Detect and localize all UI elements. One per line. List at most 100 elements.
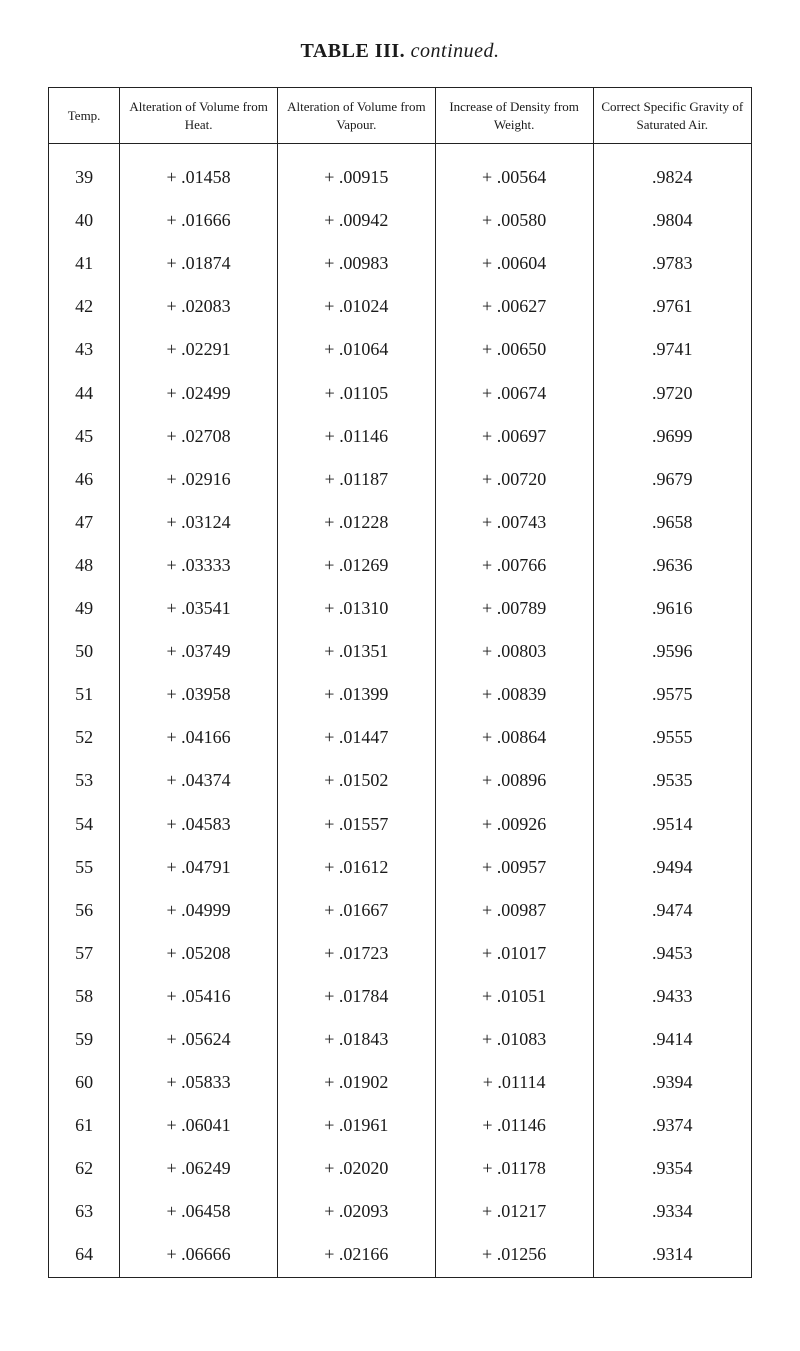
- cell-heat: + .06249: [120, 1147, 278, 1190]
- cell-vapour: + .01269: [277, 544, 435, 587]
- cell-heat: + .01458: [120, 144, 278, 200]
- cell-heat: + .06041: [120, 1104, 278, 1147]
- cell-vapour: + .01399: [277, 673, 435, 716]
- cell-density: + .00896: [435, 759, 593, 802]
- cell-density: + .00697: [435, 415, 593, 458]
- cell-heat: + .04583: [120, 803, 278, 846]
- cell-temp: 49: [49, 587, 120, 630]
- cell-temp: 45: [49, 415, 120, 458]
- cell-vapour: + .01557: [277, 803, 435, 846]
- cell-density: + .00957: [435, 846, 593, 889]
- cell-vapour: + .01961: [277, 1104, 435, 1147]
- cell-heat: + .04166: [120, 716, 278, 759]
- cell-heat: + .03749: [120, 630, 278, 673]
- table-row: 50+ .03749+ .01351+ .00803.9596: [49, 630, 752, 673]
- table-row: 40+ .01666+ .00942+ .00580.9804: [49, 199, 752, 242]
- cell-temp: 55: [49, 846, 120, 889]
- title-prefix: TABLE III.: [300, 40, 405, 62]
- cell-heat: + .02916: [120, 458, 278, 501]
- cell-density: + .00564: [435, 144, 593, 200]
- cell-temp: 57: [49, 932, 120, 975]
- header-heat: Alteration of Volume from Heat.: [120, 88, 278, 144]
- table-row: 54+ .04583+ .01557+ .00926.9514: [49, 803, 752, 846]
- table-row: 57+ .05208+ .01723+ .01017.9453: [49, 932, 752, 975]
- cell-heat: + .01666: [120, 199, 278, 242]
- cell-heat: + .03124: [120, 501, 278, 544]
- cell-vapour: + .01064: [277, 328, 435, 371]
- cell-gravity: .9494: [593, 846, 751, 889]
- table-title: TABLE III. continued.: [48, 40, 752, 63]
- cell-heat: + .05208: [120, 932, 278, 975]
- cell-density: + .00720: [435, 458, 593, 501]
- cell-temp: 42: [49, 285, 120, 328]
- cell-density: + .00627: [435, 285, 593, 328]
- table-row: 61+ .06041+ .01961+ .01146.9374: [49, 1104, 752, 1147]
- cell-temp: 63: [49, 1190, 120, 1233]
- cell-temp: 53: [49, 759, 120, 802]
- cell-density: + .00839: [435, 673, 593, 716]
- cell-vapour: + .01228: [277, 501, 435, 544]
- cell-gravity: .9616: [593, 587, 751, 630]
- cell-temp: 62: [49, 1147, 120, 1190]
- cell-gravity: .9720: [593, 372, 751, 415]
- cell-temp: 56: [49, 889, 120, 932]
- cell-gravity: .9824: [593, 144, 751, 200]
- cell-gravity: .9596: [593, 630, 751, 673]
- cell-density: + .01114: [435, 1061, 593, 1104]
- table-row: 56+ .04999+ .01667+ .00987.9474: [49, 889, 752, 932]
- cell-vapour: + .01667: [277, 889, 435, 932]
- cell-gravity: .9535: [593, 759, 751, 802]
- cell-vapour: + .01843: [277, 1018, 435, 1061]
- cell-density: + .01256: [435, 1233, 593, 1277]
- cell-heat: + .01874: [120, 242, 278, 285]
- cell-heat: + .05833: [120, 1061, 278, 1104]
- cell-heat: + .04374: [120, 759, 278, 802]
- table-row: 46+ .02916+ .01187+ .00720.9679: [49, 458, 752, 501]
- cell-density: + .01017: [435, 932, 593, 975]
- table-row: 52+ .04166+ .01447+ .00864.9555: [49, 716, 752, 759]
- table-row: 63+ .06458+ .02093+ .01217.9334: [49, 1190, 752, 1233]
- cell-gravity: .9453: [593, 932, 751, 975]
- cell-temp: 61: [49, 1104, 120, 1147]
- cell-gravity: .9314: [593, 1233, 751, 1277]
- cell-temp: 58: [49, 975, 120, 1018]
- table-row: 45+ .02708+ .01146+ .00697.9699: [49, 415, 752, 458]
- cell-vapour: + .01351: [277, 630, 435, 673]
- cell-heat: + .05416: [120, 975, 278, 1018]
- cell-temp: 40: [49, 199, 120, 242]
- cell-gravity: .9414: [593, 1018, 751, 1061]
- cell-vapour: + .01310: [277, 587, 435, 630]
- cell-heat: + .03958: [120, 673, 278, 716]
- cell-density: + .00789: [435, 587, 593, 630]
- cell-gravity: .9761: [593, 285, 751, 328]
- page-container: TABLE III. continued. Temp. Alteration o…: [0, 0, 800, 1338]
- cell-gravity: .9658: [593, 501, 751, 544]
- table-row: 60+ .05833+ .01902+ .01114.9394: [49, 1061, 752, 1104]
- cell-vapour: + .01612: [277, 846, 435, 889]
- title-suffix: continued.: [411, 40, 500, 62]
- cell-density: + .01217: [435, 1190, 593, 1233]
- cell-vapour: + .01146: [277, 415, 435, 458]
- data-table: Temp. Alteration of Volume from Heat. Al…: [48, 87, 752, 1278]
- cell-gravity: .9354: [593, 1147, 751, 1190]
- table-row: 43+ .02291+ .01064+ .00650.9741: [49, 328, 752, 371]
- cell-gravity: .9804: [593, 199, 751, 242]
- cell-gravity: .9334: [593, 1190, 751, 1233]
- cell-temp: 48: [49, 544, 120, 587]
- cell-vapour: + .00983: [277, 242, 435, 285]
- cell-vapour: + .02020: [277, 1147, 435, 1190]
- cell-heat: + .03541: [120, 587, 278, 630]
- table-row: 62+ .06249+ .02020+ .01178.9354: [49, 1147, 752, 1190]
- cell-vapour: + .00942: [277, 199, 435, 242]
- cell-density: + .01178: [435, 1147, 593, 1190]
- cell-gravity: .9514: [593, 803, 751, 846]
- table-row: 55+ .04791+ .01612+ .00957.9494: [49, 846, 752, 889]
- cell-heat: + .03333: [120, 544, 278, 587]
- cell-temp: 54: [49, 803, 120, 846]
- cell-density: + .00766: [435, 544, 593, 587]
- cell-heat: + .02083: [120, 285, 278, 328]
- cell-temp: 50: [49, 630, 120, 673]
- cell-density: + .00987: [435, 889, 593, 932]
- table-row: 49+ .03541+ .01310+ .00789.9616: [49, 587, 752, 630]
- cell-density: + .01051: [435, 975, 593, 1018]
